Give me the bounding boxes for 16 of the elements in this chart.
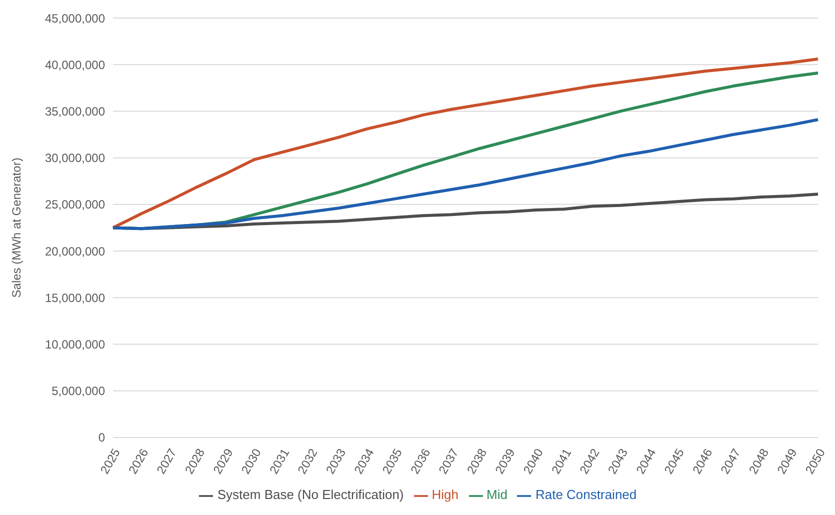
y-tick-label: 15,000,000	[44, 290, 106, 305]
legend-label: Mid	[486, 487, 508, 502]
legend-label: Rate Constrained	[535, 487, 637, 502]
y-tick-label: 35,000,000	[44, 104, 106, 118]
y-axis-title: Sales (MWh at Generator)	[9, 158, 24, 298]
line-series	[112, 118, 820, 230]
y-tick-label: 45,000,000	[44, 11, 106, 26]
y-tick-label: 20,000,000	[44, 244, 106, 258]
legend-label: High	[432, 487, 459, 502]
y-tick-label: 25,000,000	[44, 198, 106, 212]
y-tick-label: 0	[98, 430, 106, 445]
y-tick-label: 5,000,000	[52, 384, 106, 398]
y-tick-label: 10,000,000	[44, 337, 106, 352]
legend-label: System Base (No Electrification)	[217, 487, 404, 502]
y-tick-label: 40,000,000	[44, 58, 106, 72]
y-tick-label: 30,000,000	[44, 151, 106, 166]
